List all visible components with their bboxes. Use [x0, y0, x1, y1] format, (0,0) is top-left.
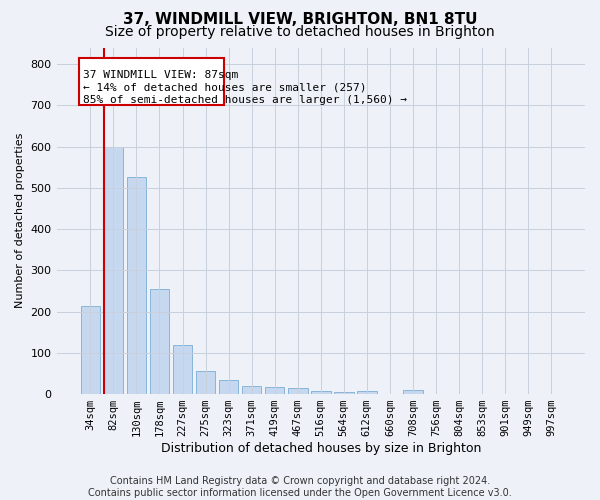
Bar — [288, 388, 308, 394]
Bar — [104, 146, 123, 394]
Bar — [242, 386, 262, 394]
Y-axis label: Number of detached properties: Number of detached properties — [15, 133, 25, 308]
Text: ← 14% of detached houses are smaller (257): ← 14% of detached houses are smaller (25… — [83, 82, 366, 92]
Bar — [127, 178, 146, 394]
FancyBboxPatch shape — [79, 58, 224, 106]
Text: 85% of semi-detached houses are larger (1,560) →: 85% of semi-detached houses are larger (… — [83, 95, 407, 105]
Text: 37, WINDMILL VIEW, BRIGHTON, BN1 8TU: 37, WINDMILL VIEW, BRIGHTON, BN1 8TU — [123, 12, 477, 28]
Text: 37 WINDMILL VIEW: 87sqm: 37 WINDMILL VIEW: 87sqm — [83, 70, 238, 80]
Bar — [196, 372, 215, 394]
Bar — [334, 392, 353, 394]
Bar — [403, 390, 423, 394]
Bar — [80, 306, 100, 394]
X-axis label: Distribution of detached houses by size in Brighton: Distribution of detached houses by size … — [161, 442, 481, 455]
Bar — [357, 391, 377, 394]
Bar — [311, 391, 331, 394]
Text: Size of property relative to detached houses in Brighton: Size of property relative to detached ho… — [105, 25, 495, 39]
Bar — [219, 380, 238, 394]
Bar — [265, 387, 284, 394]
Bar — [173, 346, 193, 394]
Text: Contains HM Land Registry data © Crown copyright and database right 2024.
Contai: Contains HM Land Registry data © Crown c… — [88, 476, 512, 498]
Bar — [149, 289, 169, 394]
